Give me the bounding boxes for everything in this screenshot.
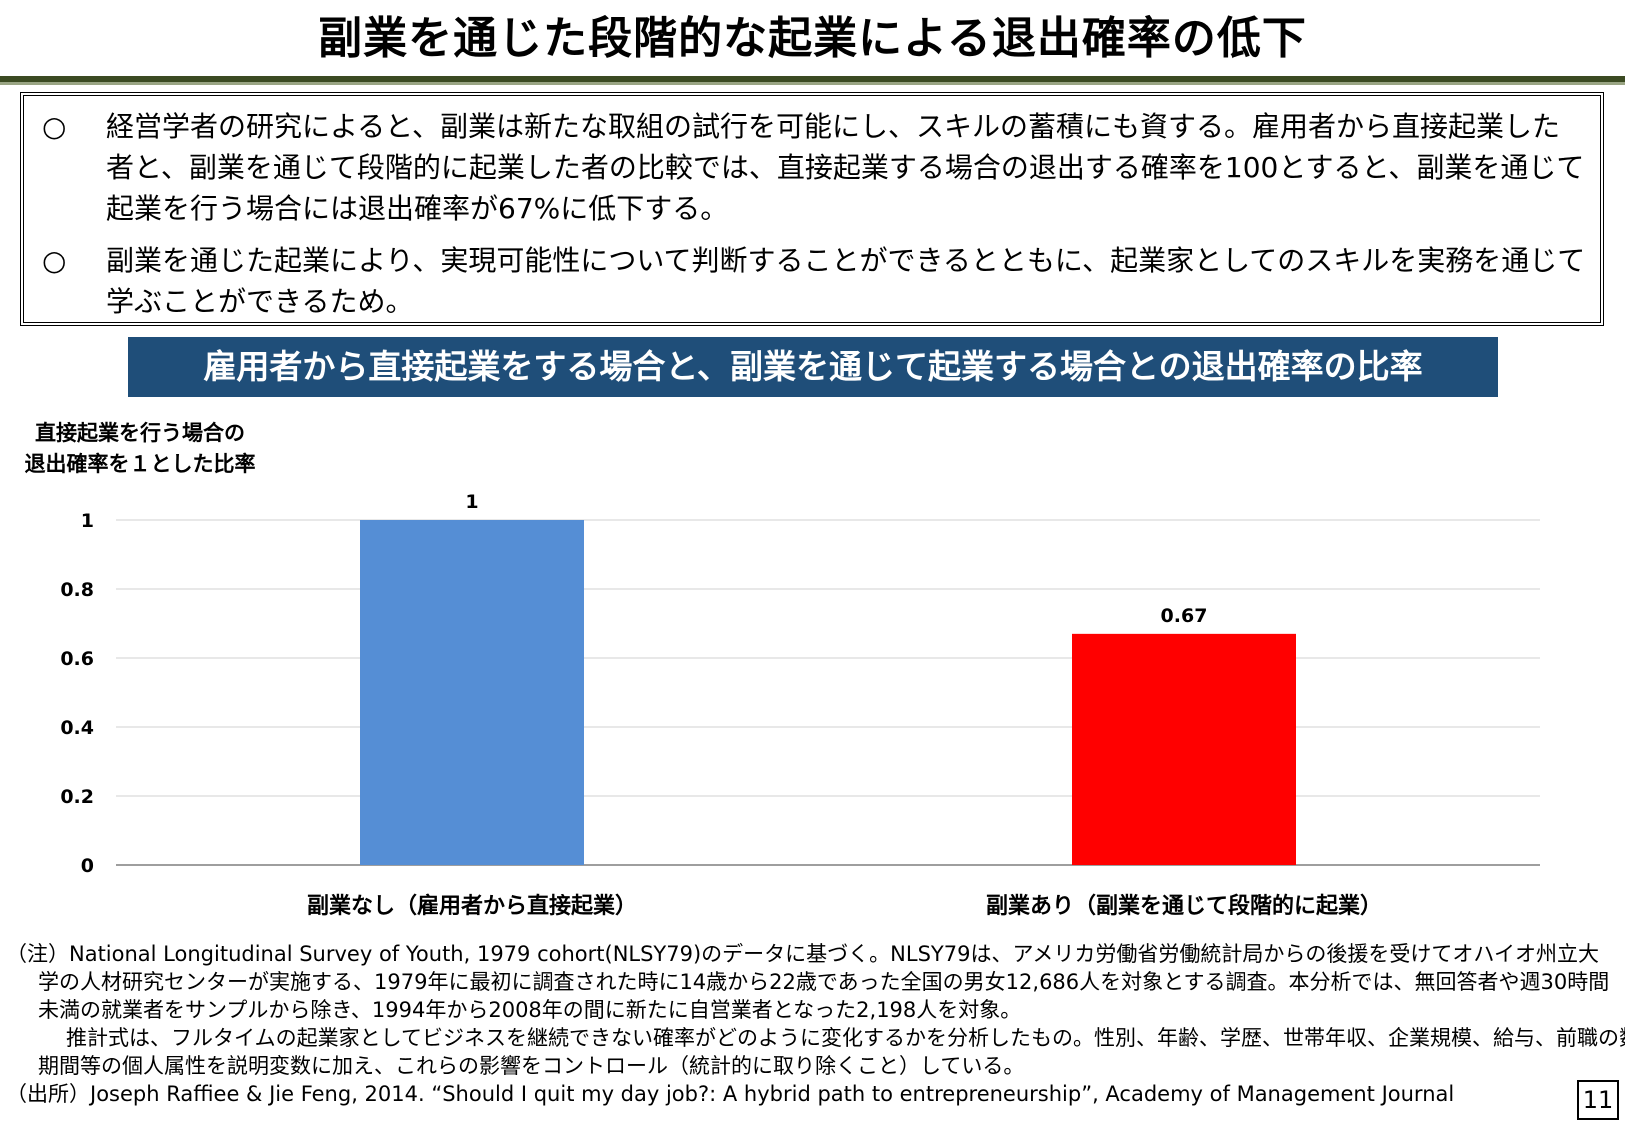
summary-box: ○ 経営学者の研究によると、副業は新たな取組の試行を可能にし、スキルの蓄積にも資… (20, 92, 1604, 326)
y-tick-label: 0.4 (60, 717, 94, 739)
page-title: 副業を通じた段階的な起業による退出確率の低下 (318, 13, 1307, 64)
summary-text: 副業を通じた起業により、実現可能性について判断することができるとともに、起業家と… (106, 244, 1586, 318)
footnotes: （注）National Longitudinal Survey of Youth… (6, 940, 1625, 1108)
y-tick-label: 1 (81, 510, 94, 532)
y-axis-label: 直接起業を行う場合の 退出確率を１とした比率 (10, 418, 270, 480)
note-line: 学の人材研究センターが実施する、1979年に最初に調査された時に14歳から22歳… (38, 970, 1610, 994)
page-number: 11 (1577, 1080, 1619, 1120)
y-tick-label: 0.6 (60, 648, 94, 670)
y-tick-label: 0.2 (60, 786, 94, 808)
bar (360, 520, 584, 865)
chart-section-banner: 雇用者から直接起業をする場合と、副業を通じて起業する場合との退出確率の比率 (128, 337, 1498, 397)
data-label: 1 (465, 491, 478, 513)
note-line: （注）National Longitudinal Survey of Youth… (6, 942, 1599, 966)
bullet-circle-icon: ○ (42, 244, 67, 277)
y-axis-label-line: 直接起業を行う場合の (35, 421, 245, 445)
category-label: 副業あり（副業を通じて段階的に起業） (986, 893, 1382, 919)
bar (1072, 633, 1296, 865)
summary-text: 経営学者の研究によると、副業は新たな取組の試行を可能にし、スキルの蓄積にも資する… (106, 110, 1585, 225)
category-label: 副業なし（雇用者から直接起業） (307, 893, 637, 919)
data-label: 0.67 (1161, 605, 1208, 627)
y-tick-label: 0 (81, 855, 94, 877)
note-line: 未満の就業者をサンプルから除き、1994年から2008年の間に新たに自営業者とな… (38, 998, 1022, 1022)
y-axis-label-line: 退出確率を１とした比率 (24, 452, 256, 476)
title-divider (0, 76, 1625, 85)
bullet-circle-icon: ○ (42, 110, 67, 143)
note-line: 推計式は、フルタイムの起業家としてビジネスを継続できない確率がどのように変化する… (66, 1026, 1625, 1050)
source-line: （出所）Joseph Raffiee & Jie Feng, 2014. “Sh… (6, 1082, 1455, 1106)
note-line: 期間等の個人属性を説明変数に加え、これらの影響をコントロール（統計的に取り除くこ… (38, 1054, 1025, 1078)
y-tick-label: 0.8 (60, 579, 94, 601)
bar-chart: 0 0.2 0.4 0.6 0.8 1 1 副業なし（雇用者から直接起業） 0.67 副業あり（副… (60, 491, 1540, 919)
